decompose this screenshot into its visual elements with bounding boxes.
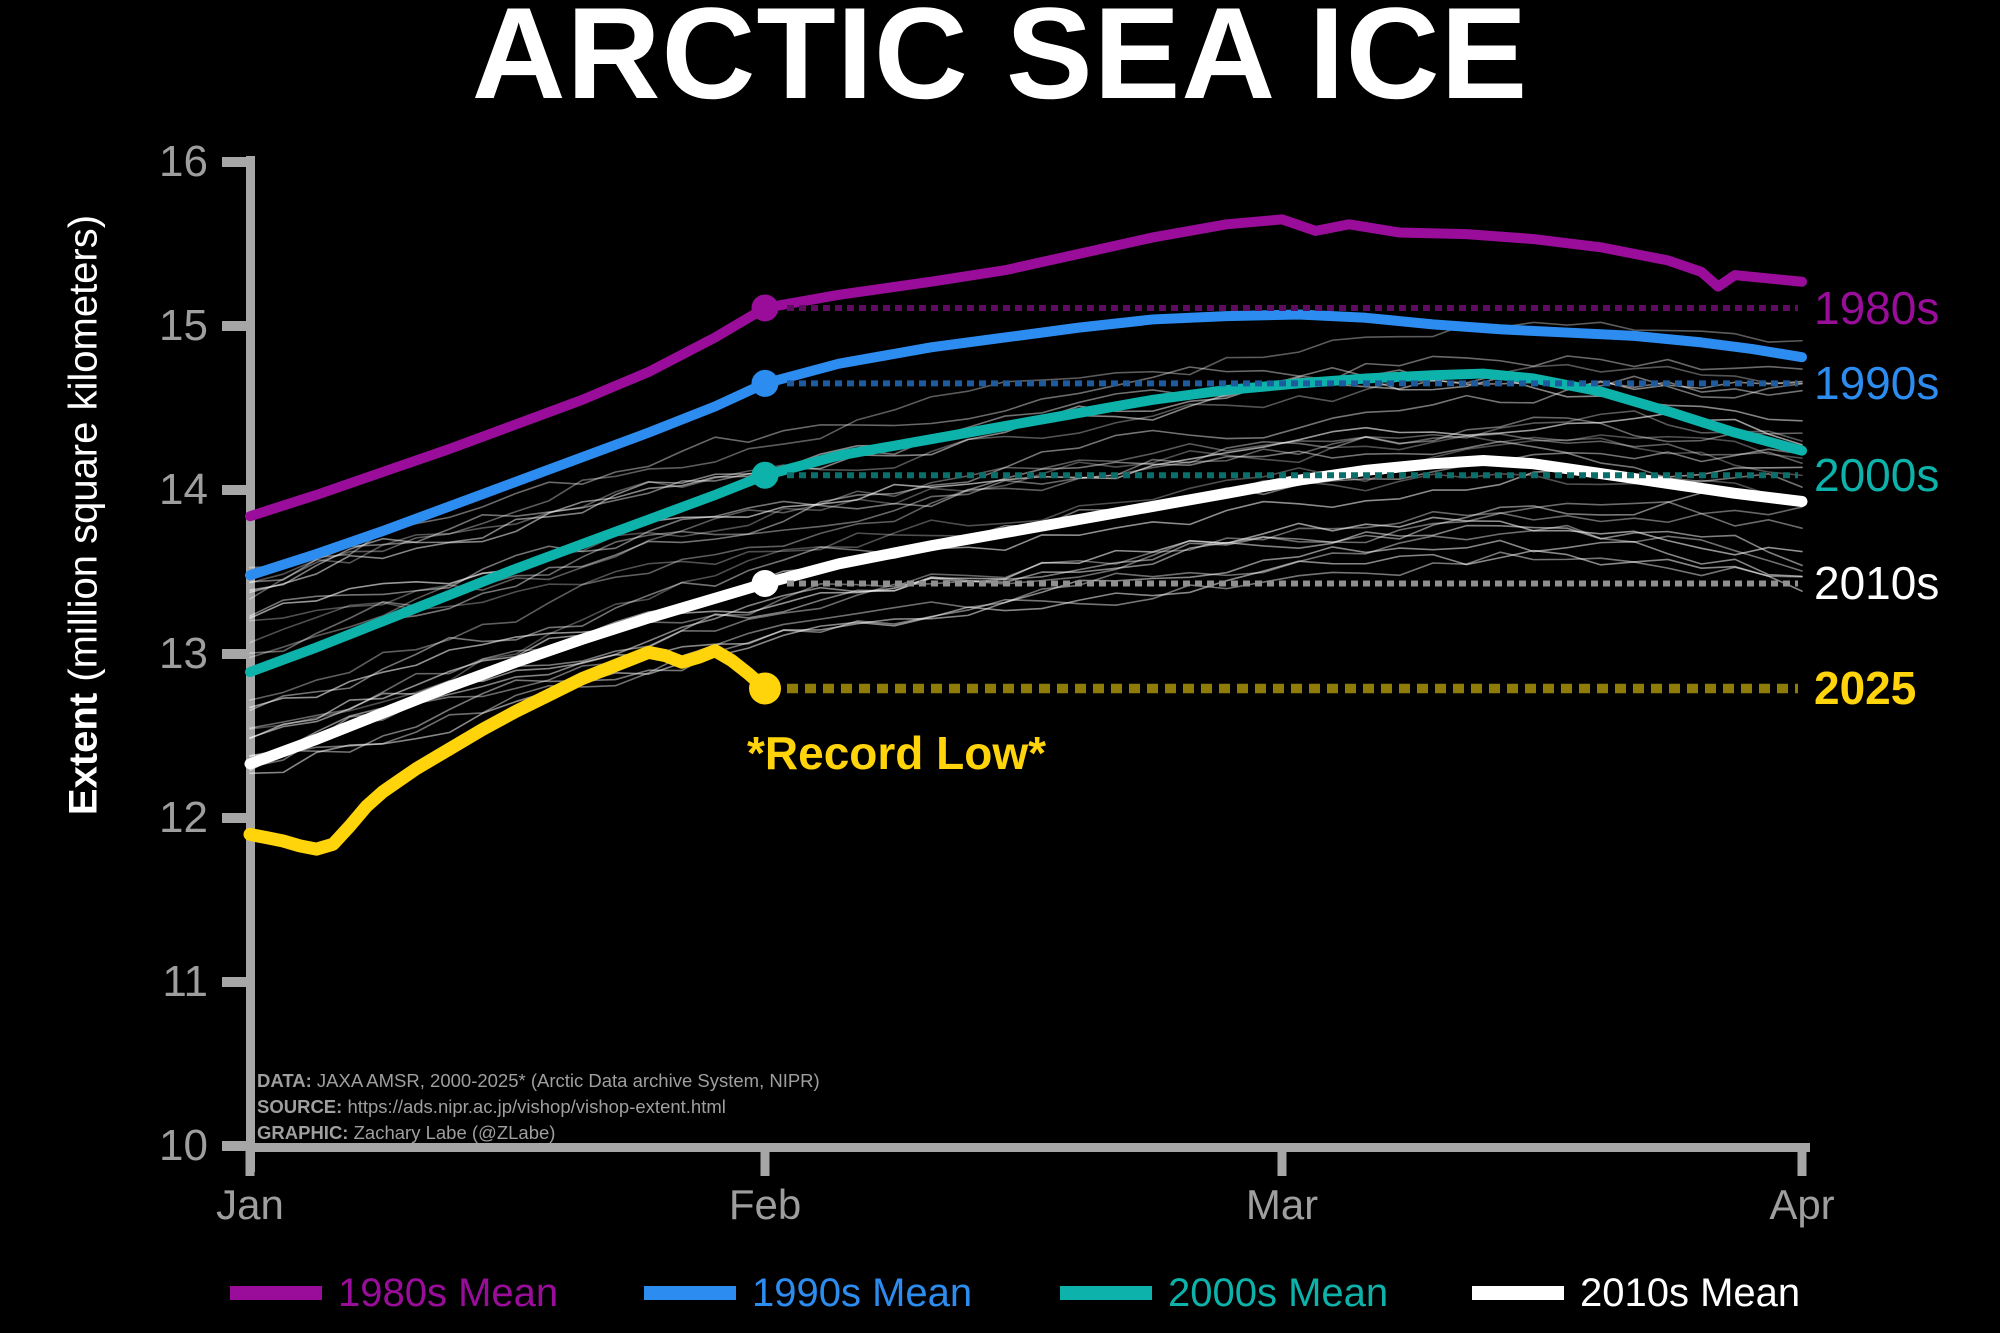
series-label-2010s: 2010s [1814, 557, 1940, 610]
y-tick-label-16: 16 [159, 137, 208, 186]
year-line [249, 506, 1803, 729]
legend-label: 1990s Mean [752, 1271, 973, 1315]
legend-swatch [644, 1286, 736, 1300]
x-tick-label-mar: Mar [1245, 1181, 1319, 1228]
year-line [249, 524, 1803, 772]
year-line [249, 539, 1803, 739]
y-axis-title-rest: (million square kilometers) [61, 214, 106, 693]
legend-item-1990s: 1990s Mean [644, 1273, 972, 1313]
legend-label: 1980s Mean [338, 1271, 559, 1315]
y-tick-label-15: 15 [159, 301, 208, 350]
series-label-2025: 2025 [1814, 662, 1917, 715]
year-line [249, 501, 1803, 768]
year-line [249, 433, 1803, 701]
year-line [249, 321, 1803, 600]
y-tick-label-10: 10 [159, 1121, 208, 1170]
y-tick-label-13: 13 [159, 629, 208, 678]
current-dot-2010s [751, 569, 779, 597]
attribution-text: https://ads.nipr.ac.jp/vishop/vishop-ext… [342, 1096, 726, 1117]
year-line [249, 551, 1803, 764]
year-line [249, 440, 1803, 617]
year-line [249, 549, 1803, 775]
year-line [249, 437, 1803, 730]
current-dot-2025 [749, 672, 781, 705]
year-line [249, 516, 1803, 709]
legend-swatch [1472, 1286, 1564, 1300]
attribution-line-1: DATA: JAXA AMSR, 2000-2025* (Arctic Data… [257, 1068, 820, 1094]
series-label-2000s: 2000s [1814, 449, 1940, 502]
year-line [249, 363, 1803, 584]
y-tick-label-14: 14 [159, 465, 208, 514]
series-label-1980s: 1980s [1814, 281, 1940, 334]
current-dot-1990s [751, 369, 779, 397]
attribution-text: Zachary Labe (@ZLabe) [348, 1122, 556, 1143]
attribution-text: JAXA AMSR, 2000-2025* (Arctic Data archi… [311, 1070, 820, 1091]
current-dot-1980s [751, 294, 779, 322]
legend-label: 2000s Mean [1168, 1271, 1389, 1315]
legend-item-2000s: 2000s Mean [1060, 1273, 1388, 1313]
line-1980s [245, 214, 1807, 522]
chart-title: ARCTIC SEA ICE [471, 0, 1529, 126]
legend-item-2010s: 2010s Mean [1472, 1273, 1800, 1313]
current-dot-2000s [751, 461, 779, 489]
series-label-1990s: 1990s [1814, 357, 1940, 410]
year-line [249, 355, 1803, 569]
attribution-line-2: SOURCE: https://ads.nipr.ac.jp/vishop/vi… [257, 1094, 820, 1120]
year-line [249, 410, 1803, 659]
legend-item-1980s: 1980s Mean [230, 1273, 558, 1313]
x-tick-label-feb: Feb [728, 1181, 802, 1228]
attribution-line-3: GRAPHIC: Zachary Labe (@ZLabe) [257, 1120, 820, 1146]
legend-swatch [230, 1286, 322, 1300]
line-2010s [244, 454, 1808, 770]
line-2025 [243, 644, 772, 856]
attribution-prefix: GRAPHIC: [257, 1122, 349, 1143]
y-tick-label-11: 11 [162, 957, 208, 1006]
attribution-prefix: DATA: [257, 1070, 312, 1091]
y-tick-label-12: 12 [159, 793, 208, 842]
line-1990s [245, 309, 1807, 581]
year-line [249, 524, 1803, 757]
record-low-annotation: *Record Low* [747, 727, 1047, 779]
attribution-prefix: SOURCE: [257, 1096, 343, 1117]
legend-label: 2010s Mean [1580, 1271, 1801, 1315]
attribution-block: DATA: JAXA AMSR, 2000-2025* (Arctic Data… [257, 1068, 820, 1146]
legend-swatch [1060, 1286, 1152, 1300]
x-tick-label-apr: Apr [1769, 1181, 1835, 1228]
x-tick-label-jan: Jan [216, 1181, 284, 1228]
year-line [249, 381, 1803, 678]
